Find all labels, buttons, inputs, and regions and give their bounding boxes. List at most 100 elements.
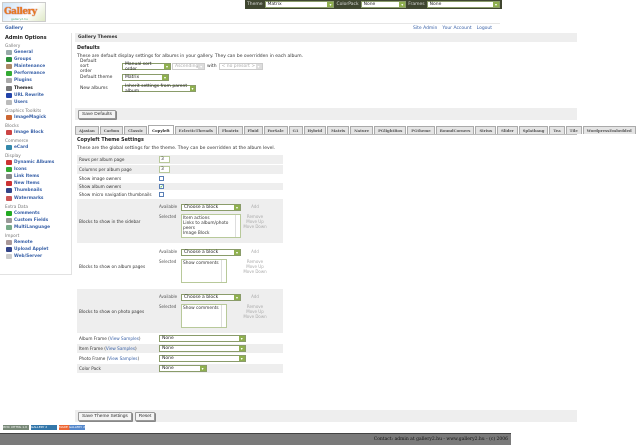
sidebar-item-custom-fields[interactable]: Custom Fields xyxy=(5,217,71,224)
scrollbar[interactable] xyxy=(235,215,240,237)
sidebar-item-link-items[interactable]: Link Items xyxy=(5,173,71,180)
sidebar-item-users[interactable]: Users xyxy=(5,99,71,106)
sidebar-item-url-rewrite[interactable]: URL Rewrite xyxy=(5,92,71,99)
move-up-button[interactable]: Move Up xyxy=(246,219,264,224)
cols-per-page-input[interactable]: 3 xyxy=(159,166,170,173)
default-theme-select[interactable]: Matrix ▾ xyxy=(122,74,169,81)
remove-button[interactable]: Remove xyxy=(246,304,264,309)
album_blocks-available-select[interactable]: Choose a block ▾ xyxy=(181,249,241,256)
colorpack-select[interactable]: None ▾ xyxy=(360,1,407,8)
move-down-button[interactable]: Move Down xyxy=(243,314,267,319)
view-samples-link[interactable]: View Samples xyxy=(108,356,138,361)
gallery-logo[interactable]: Gallery gallery2.hu xyxy=(2,2,46,22)
tab-wordpressembedded[interactable]: WordpressEmbedded xyxy=(582,126,636,134)
sidebar-item-themes[interactable]: Themes xyxy=(5,84,71,91)
photo_frame-select[interactable]: None ▾ xyxy=(159,355,246,362)
selected-label: Selected xyxy=(159,214,177,219)
gallery2-badge[interactable]: GALLERY 2 xyxy=(31,425,57,430)
sidebar-item-multilanguage[interactable]: MultiLanguage xyxy=(5,224,71,231)
sidebar-item-watermarks[interactable]: Watermarks xyxy=(5,195,71,202)
list-item[interactable]: Show comments xyxy=(183,306,219,311)
tab-siriux[interactable]: Siriux xyxy=(475,126,497,134)
list-item[interactable]: Links to album/photo peers xyxy=(183,221,229,231)
logout-link[interactable]: Logout xyxy=(476,26,493,31)
tab-classic[interactable]: Classic xyxy=(124,126,148,134)
photo_blocks-available-select[interactable]: Choose a block ▾ xyxy=(181,294,241,301)
tab-tile[interactable]: Tile xyxy=(565,126,582,134)
site-admin-link[interactable]: Site Admin xyxy=(413,26,438,31)
tab-ajaxian[interactable]: Ajaxian xyxy=(75,126,99,134)
add-button[interactable]: Add xyxy=(251,249,259,254)
sidebar-item-thumbnails[interactable]: Thumbnails xyxy=(5,187,71,194)
tab-slider[interactable]: Slider xyxy=(497,126,518,134)
sidebar-item-image-block[interactable]: Image Block xyxy=(5,129,71,136)
sidebar-item-new-items[interactable]: New Items xyxy=(5,180,71,187)
sidebar-item-imagemagick[interactable]: ImageMagick xyxy=(5,114,71,121)
list-item[interactable]: Image Block xyxy=(183,231,210,236)
add-button[interactable]: Add xyxy=(251,294,259,299)
tab-matrix[interactable]: Matrix xyxy=(327,126,350,134)
move-down-button[interactable]: Move Down xyxy=(243,224,267,229)
tab-tea[interactable]: Tea xyxy=(549,126,565,134)
theme-select[interactable]: Matrix ▾ xyxy=(264,1,335,8)
sidebar_blocks-selected-list[interactable]: Item actions Links to album/photo peers Im… xyxy=(181,214,241,238)
sidebar-item-upload-applet[interactable]: Upload Applet xyxy=(5,246,71,253)
show-album-owners-checkbox[interactable]: ✔ xyxy=(159,184,164,189)
remove-button[interactable]: Remove xyxy=(246,259,264,264)
new-albums-select[interactable]: Inherit settings from parent album ▾ xyxy=(122,84,196,94)
tab-pgtheme[interactable]: PGtheme xyxy=(407,126,435,134)
sidebar-item-comments[interactable]: Comments xyxy=(5,210,71,217)
tab-forsale[interactable]: ForSale xyxy=(263,126,288,134)
breadcrumb-gallery[interactable]: Gallery xyxy=(5,26,24,31)
tab-nature[interactable]: Nature xyxy=(350,126,374,134)
album_blocks-selected-list[interactable]: Show comments xyxy=(181,259,227,283)
tab-fluid[interactable]: Fluid xyxy=(243,126,263,134)
sidebar-item-plugins[interactable]: Plugins xyxy=(5,77,71,84)
remove-button[interactable]: Remove xyxy=(246,214,264,219)
sidebar-item-dynamic-albums[interactable]: Dynamic Albums xyxy=(5,159,71,166)
made-with-gallery-badge[interactable]: MADE GALLERY 2 xyxy=(59,425,86,430)
view-samples-link[interactable]: View Samples xyxy=(109,336,139,341)
color_pack-select[interactable]: None ▾ xyxy=(159,365,207,372)
xhtml-badge[interactable]: W3C XHTML 1.0 xyxy=(3,425,29,430)
sidebar-item-groups[interactable]: Groups xyxy=(5,56,71,63)
save-defaults-button[interactable]: Save Defaults xyxy=(78,109,116,119)
sidebar-item-performance[interactable]: Performance xyxy=(5,70,71,77)
move-down-button[interactable]: Move Down xyxy=(243,269,267,274)
tab-eclecticthreads[interactable]: EclecticThreads xyxy=(174,126,217,134)
tab-copyleft[interactable]: Copyleft xyxy=(148,125,174,134)
sidebar-item-icons[interactable]: Icons xyxy=(5,166,71,173)
reset-button[interactable]: Reset xyxy=(134,411,156,421)
show-image-owners-checkbox[interactable] xyxy=(159,176,164,181)
sidebar-item-maintenance[interactable]: Maintenance xyxy=(5,63,71,70)
sort-order-select[interactable]: Manual sort order ▾ xyxy=(122,62,171,72)
sidebar-item-ecard[interactable]: eCard xyxy=(5,144,71,151)
your-account-link[interactable]: Your Account xyxy=(442,26,472,31)
rows-per-page-input[interactable]: 3 xyxy=(159,156,170,163)
sidebar_blocks-available-select[interactable]: Choose a block ▾ xyxy=(181,204,241,211)
add-button[interactable]: Add xyxy=(251,204,259,209)
move-up-button[interactable]: Move Up xyxy=(246,264,264,269)
tab-carbon[interactable]: Carbon xyxy=(99,126,124,134)
tab-splatbang[interactable]: Splatbang xyxy=(518,126,549,134)
photo_blocks-selected-list[interactable]: Show comments xyxy=(181,304,227,328)
album_frame-select[interactable]: None ▾ xyxy=(159,335,246,342)
sidebar-item-web-server[interactable]: Web/Server xyxy=(5,253,71,260)
tab-hybrid[interactable]: Hybrid xyxy=(303,126,327,134)
view-samples-link[interactable]: View Samples xyxy=(105,346,136,351)
tab-roundcorners[interactable]: RoundCorners xyxy=(435,126,475,134)
tab-g1[interactable]: G1 xyxy=(288,126,303,134)
scrollbar[interactable] xyxy=(221,305,226,327)
sidebar-item-general[interactable]: General xyxy=(5,49,71,56)
sidebar-item-remote[interactable]: Remote xyxy=(5,239,71,246)
save-theme-settings-button[interactable]: Save Theme Settings xyxy=(78,411,132,421)
list-item[interactable]: Show comments xyxy=(183,261,219,266)
list-item[interactable]: Item actions xyxy=(183,216,210,221)
item_frame-select[interactable]: None ▾ xyxy=(159,345,246,352)
move-up-button[interactable]: Move Up xyxy=(246,309,264,314)
tab-pglightbox[interactable]: PGlightBox xyxy=(374,126,407,134)
frames-select[interactable]: None ▾ xyxy=(426,1,500,8)
scrollbar[interactable] xyxy=(221,260,226,282)
show-micro-nav-checkbox[interactable] xyxy=(159,192,164,197)
tab-floatrix[interactable]: Floatrix xyxy=(217,126,243,134)
